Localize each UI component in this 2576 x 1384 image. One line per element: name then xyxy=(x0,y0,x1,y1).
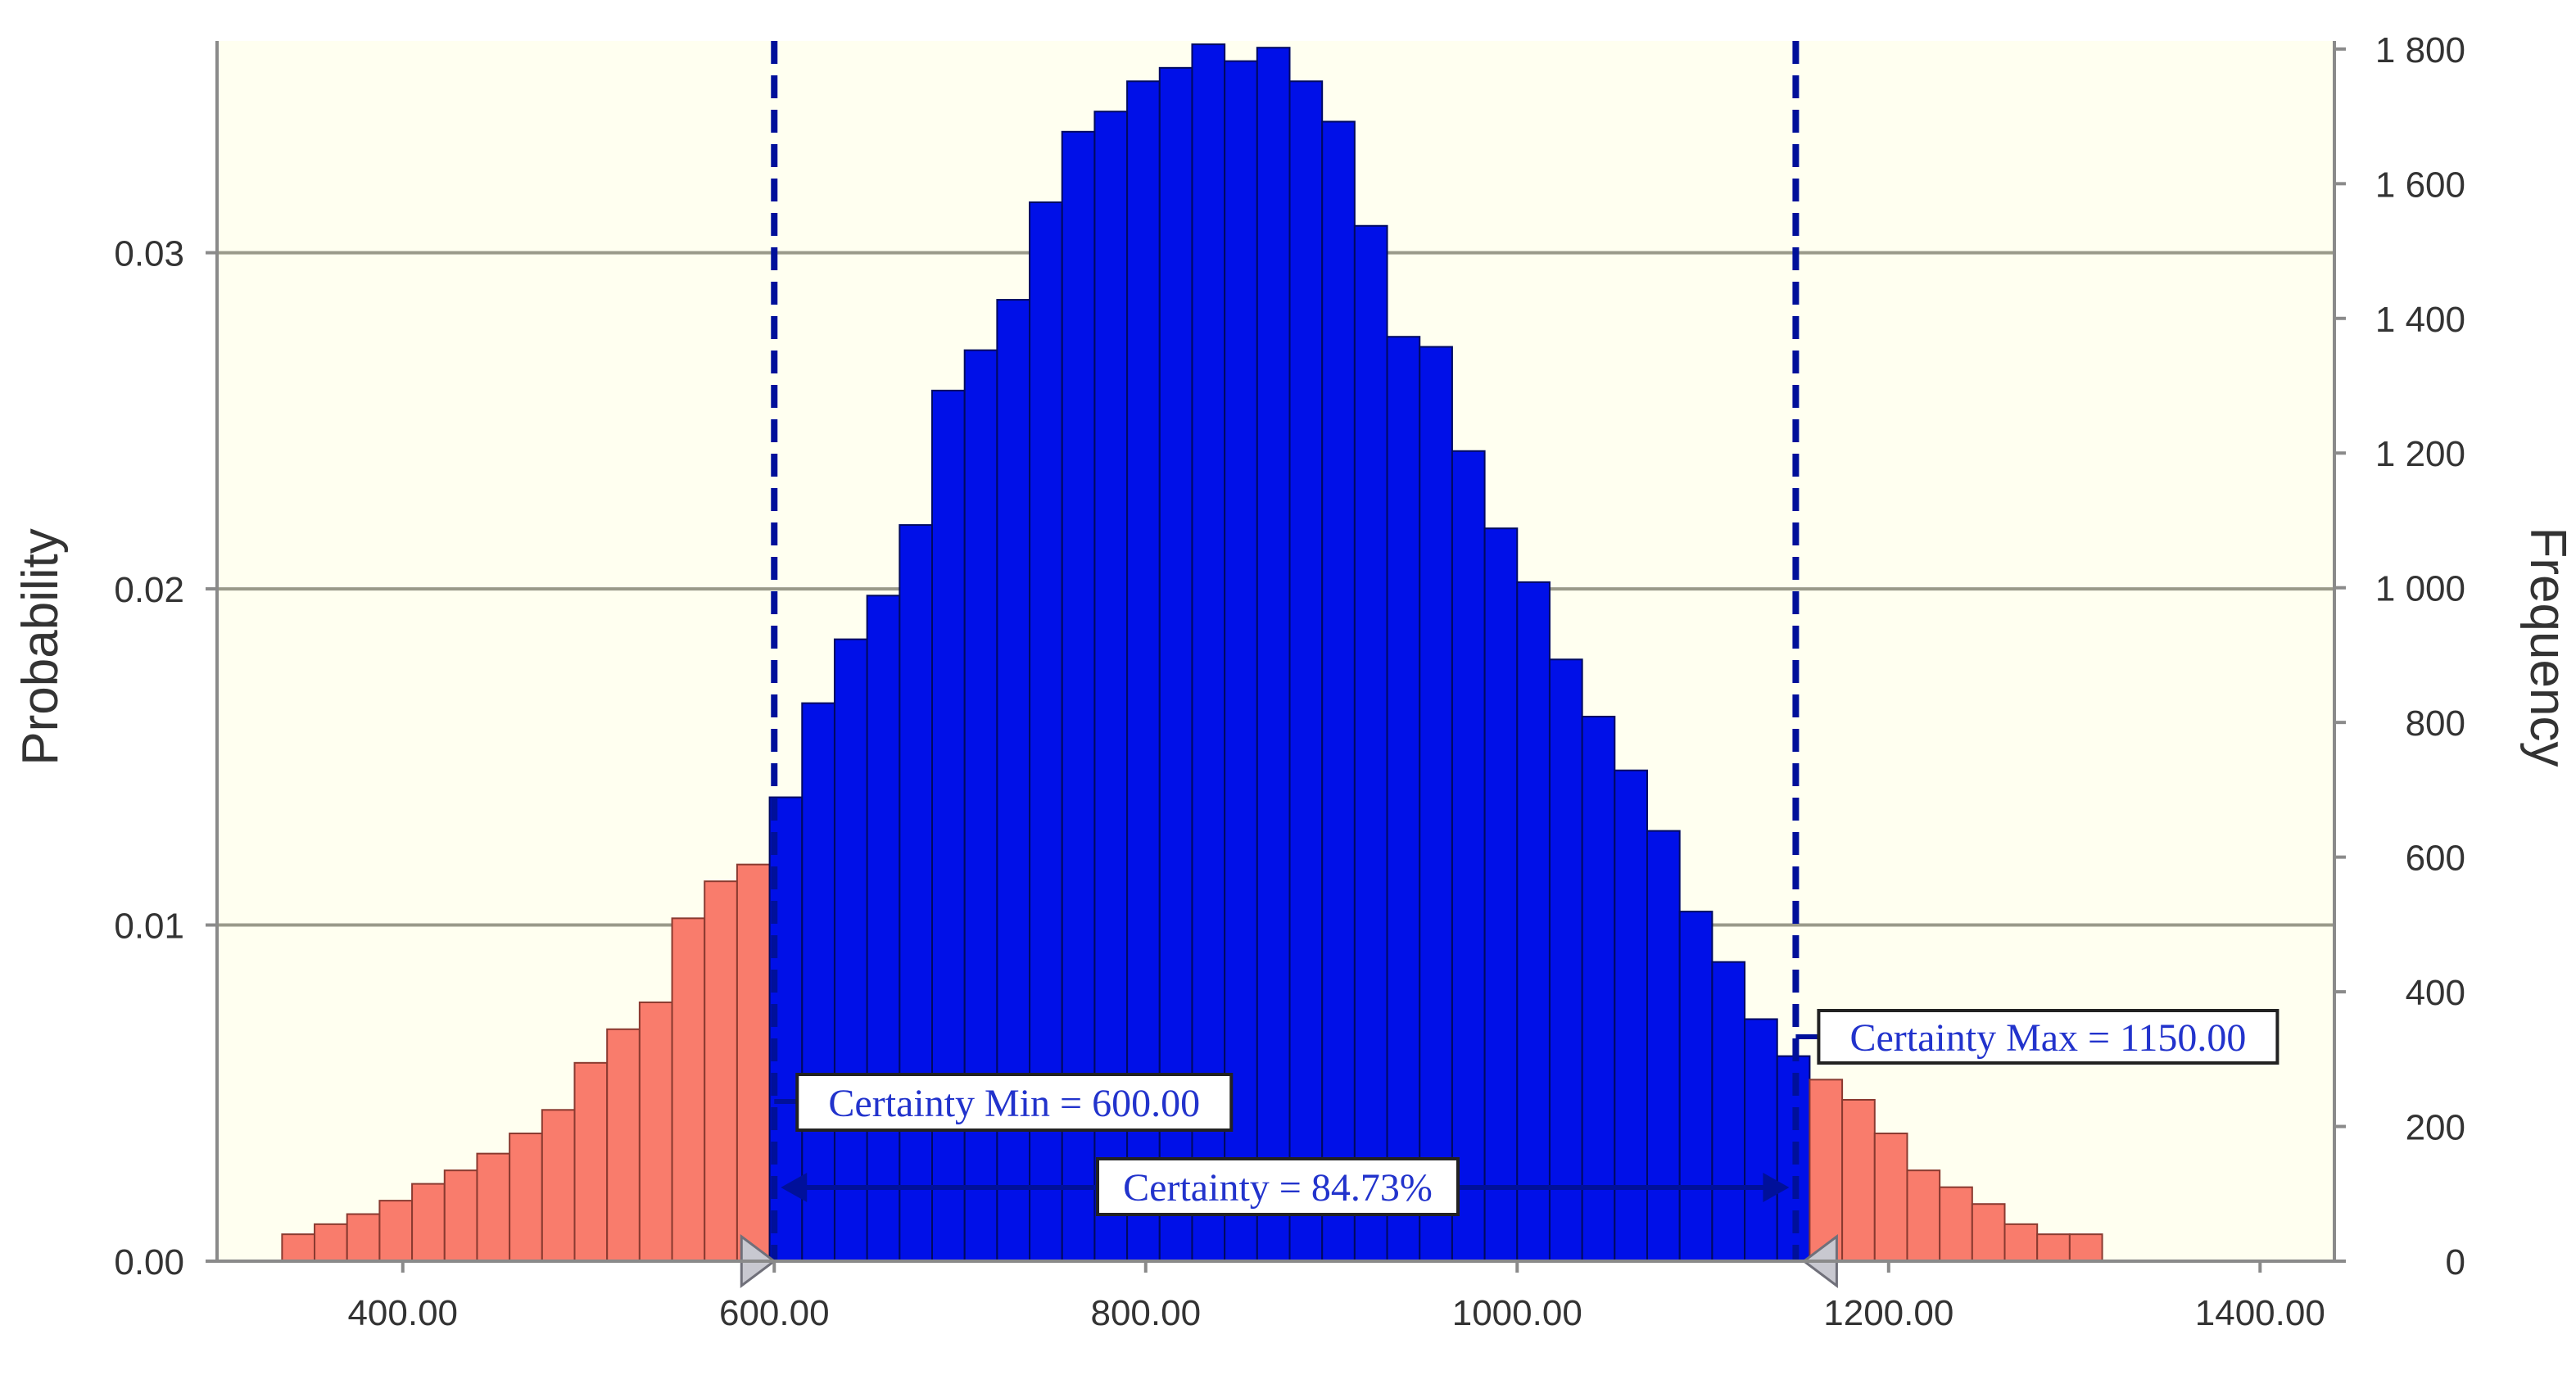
histogram-bar xyxy=(1744,1018,1778,1262)
histogram-bar xyxy=(801,702,835,1262)
histogram-bar xyxy=(1678,911,1714,1262)
y2-tick-label: 1 400 xyxy=(2375,300,2465,340)
x-tick-label: 600.00 xyxy=(719,1293,830,1333)
histogram-bar xyxy=(1939,1186,1973,1263)
axes: 0.00 0.01 0.02 0.03 0 200 400 600 800 1 000 1 200 1… xyxy=(114,30,2465,1333)
arrowhead-left-icon xyxy=(781,1173,808,1202)
histogram-bar xyxy=(541,1109,576,1263)
histogram-bar xyxy=(1873,1133,1908,1263)
histogram-bar xyxy=(866,595,901,1262)
histogram-bar xyxy=(476,1152,511,1263)
histogram-bar xyxy=(833,638,868,1262)
histogram-bar xyxy=(2068,1233,2103,1262)
certainty-min-label-text: Certainty Min = 600.00 xyxy=(828,1082,1200,1125)
y-tick-label: 0.00 xyxy=(114,1242,184,1282)
certainty-max-label: Certainty Max = 1150.00 xyxy=(1817,1009,2279,1065)
y2-tick-label: 200 xyxy=(2406,1108,2465,1148)
histogram-bar xyxy=(1483,527,1519,1262)
y2-tick-label: 800 xyxy=(2406,703,2465,744)
certainty-label-text: Certainty = 84.73% xyxy=(1123,1166,1433,1210)
histogram-bar xyxy=(1809,1079,1844,1263)
histogram-bar xyxy=(606,1028,641,1262)
y2-tick-label: 1 800 xyxy=(2375,30,2465,70)
certainty-min-label: Certainty Min = 600.00 xyxy=(795,1073,1234,1132)
histogram-bar xyxy=(1711,961,1746,1263)
histogram-bar xyxy=(281,1233,316,1262)
histogram-bar xyxy=(1224,60,1258,1263)
certainty-label: Certainty = 84.73% xyxy=(1096,1157,1460,1216)
y-tick-label: 0.02 xyxy=(114,570,184,610)
histogram-bar xyxy=(509,1133,543,1263)
x-tick-label: 1200.00 xyxy=(1823,1293,1954,1333)
histogram-bar xyxy=(1516,581,1551,1262)
histogram-bar xyxy=(411,1183,446,1262)
histogram-bar xyxy=(1581,716,1616,1262)
certainty-min-label-box xyxy=(795,1073,1234,1132)
y-axis-label: Probability xyxy=(12,528,69,765)
histogram-bar xyxy=(1841,1098,1876,1263)
histogram-bar xyxy=(1614,769,1649,1262)
histogram-bar xyxy=(671,917,706,1262)
annotations: Certainty Min = 600.00 Certainty Max = 11… xyxy=(774,1009,2279,1216)
histogram-bar xyxy=(1158,66,1193,1262)
y2-tick-label: 400 xyxy=(2406,973,2465,1013)
histogram-bar xyxy=(1288,80,1324,1262)
certainty-max-label-text: Certainty Max = 1150.00 xyxy=(1849,1016,2246,1060)
histogram-bar xyxy=(1451,450,1486,1262)
histogram-bar xyxy=(1126,80,1161,1262)
histogram-bar xyxy=(2003,1223,2039,1263)
histogram-bar xyxy=(899,524,934,1262)
histogram-bar xyxy=(1386,336,1421,1262)
histogram-bar xyxy=(314,1223,348,1263)
histogram-bar xyxy=(1548,658,1583,1262)
certainty-label-box xyxy=(1096,1157,1460,1216)
histogram-bar xyxy=(1256,47,1291,1263)
histogram-bar xyxy=(736,863,771,1262)
histogram-bar xyxy=(573,1061,609,1263)
y2-tick-label: 1 000 xyxy=(2375,569,2465,609)
histogram-bar xyxy=(704,880,738,1262)
histogram-bar xyxy=(1646,830,1681,1262)
histogram-bar xyxy=(346,1213,381,1262)
histogram-bar xyxy=(2036,1233,2071,1262)
histogram-bar xyxy=(1321,120,1356,1262)
x-tick-label: 1400.00 xyxy=(2195,1293,2325,1333)
histogram-bar xyxy=(1419,346,1453,1263)
certainty-max-label-box xyxy=(1817,1009,2279,1065)
x-tick-label: 400.00 xyxy=(347,1293,458,1333)
y-tick-label: 0.03 xyxy=(114,234,184,274)
y2-axis-label: Frequency xyxy=(2519,527,2576,767)
x-tick-label: 800.00 xyxy=(1090,1293,1201,1333)
arrowhead-right-icon xyxy=(1763,1173,1790,1202)
y2-tick-label: 1 200 xyxy=(2375,434,2465,474)
y2-tick-label: 600 xyxy=(2406,839,2465,879)
x-tick-label: 1000.00 xyxy=(1452,1293,1582,1333)
histogram-bar xyxy=(443,1169,478,1263)
histogram-bar xyxy=(1906,1169,1941,1263)
histogram-bar xyxy=(638,1001,673,1263)
y-tick-label: 0.01 xyxy=(114,907,184,947)
y2-tick-label: 1 600 xyxy=(2375,165,2465,205)
histogram-bar xyxy=(378,1200,414,1263)
histogram-bar xyxy=(1971,1203,2006,1262)
histogram-bar xyxy=(1093,111,1129,1262)
histogram-bar xyxy=(1353,224,1388,1262)
y2-tick-label: 0 xyxy=(2446,1242,2465,1282)
